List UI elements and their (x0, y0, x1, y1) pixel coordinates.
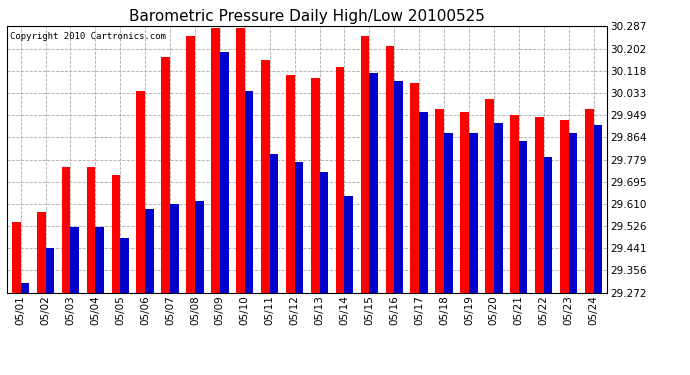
Bar (593, 125, 602, 292)
Title: Barometric Pressure Daily High/Low 20100525: Barometric Pressure Daily High/Low 20100… (129, 9, 485, 24)
Bar (344, 196, 353, 292)
Bar (87, 167, 95, 292)
Bar (270, 154, 278, 292)
Bar (394, 81, 403, 292)
Bar (444, 133, 453, 292)
Bar (21, 282, 29, 292)
Bar (161, 57, 170, 292)
Bar (295, 162, 304, 292)
Bar (261, 60, 270, 292)
Text: Copyright 2010 Cartronics.com: Copyright 2010 Cartronics.com (10, 32, 166, 40)
Bar (236, 28, 245, 292)
Bar (435, 110, 444, 292)
Bar (211, 28, 220, 292)
Bar (145, 209, 154, 292)
Bar (195, 201, 204, 292)
Bar (460, 112, 469, 292)
Bar (535, 117, 544, 292)
Bar (361, 36, 369, 292)
Bar (585, 110, 593, 292)
Bar (544, 157, 553, 292)
Bar (61, 167, 70, 292)
Bar (70, 228, 79, 292)
Bar (286, 75, 295, 292)
Bar (485, 99, 494, 292)
Bar (369, 73, 378, 292)
Bar (494, 123, 502, 292)
Bar (319, 172, 328, 292)
Bar (12, 222, 21, 292)
Bar (519, 141, 527, 292)
Bar (560, 120, 569, 292)
Bar (95, 228, 104, 292)
Bar (137, 91, 145, 292)
Bar (310, 78, 319, 292)
Bar (46, 248, 55, 292)
Bar (220, 52, 228, 292)
Bar (186, 36, 195, 292)
Bar (469, 133, 477, 292)
Bar (120, 238, 129, 292)
Bar (112, 175, 120, 292)
Bar (419, 112, 428, 292)
Bar (336, 68, 344, 292)
Bar (411, 83, 419, 292)
Bar (245, 91, 253, 292)
Bar (170, 204, 179, 292)
Bar (386, 46, 394, 292)
Bar (37, 212, 46, 292)
Bar (510, 115, 519, 292)
Bar (569, 133, 578, 292)
